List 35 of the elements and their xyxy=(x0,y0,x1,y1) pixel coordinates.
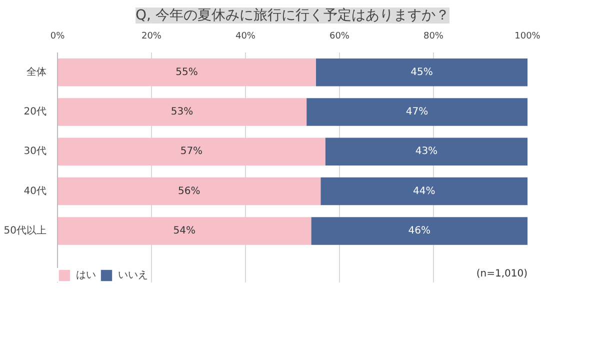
bar xyxy=(316,58,528,86)
legend-label: いいえ xyxy=(118,269,148,282)
data-label: 57% xyxy=(180,146,203,158)
data-label: 55% xyxy=(176,66,198,78)
bar xyxy=(58,58,316,86)
x-tick-label: 60% xyxy=(330,32,350,42)
x-tick-label: 80% xyxy=(424,32,444,42)
bar xyxy=(58,217,312,245)
y-tick-label: 20代 xyxy=(24,106,47,118)
bar xyxy=(306,98,528,126)
data-label: 45% xyxy=(410,66,433,78)
x-tick-label: 40% xyxy=(236,32,256,42)
chart-title: Q, 今年の夏休みに旅行に行く予定はありますか？ xyxy=(136,8,450,24)
data-label: 46% xyxy=(408,225,431,236)
bar xyxy=(311,217,528,245)
x-tick-label: 100% xyxy=(514,32,541,42)
y-tick-label: 30代 xyxy=(24,146,47,158)
bar xyxy=(58,177,321,206)
x-tick-label: 20% xyxy=(142,32,162,42)
data-label: 43% xyxy=(415,146,438,158)
bar xyxy=(325,138,528,166)
data-label: 56% xyxy=(178,186,200,197)
x-tick-label: 0% xyxy=(50,32,66,42)
bar xyxy=(58,98,307,126)
data-label: 47% xyxy=(406,106,428,118)
y-tick-label: 50代以上 xyxy=(4,224,47,236)
y-tick-label: 40代 xyxy=(24,186,47,197)
legend-label: はい xyxy=(76,269,96,282)
y-tick-label: 全体 xyxy=(26,66,46,78)
bar xyxy=(320,177,528,206)
data-label: 54% xyxy=(173,225,196,236)
annotation: (n=1,010) xyxy=(476,268,528,280)
data-label: 53% xyxy=(170,106,194,118)
bar xyxy=(58,138,326,166)
data-label: 44% xyxy=(412,186,436,197)
